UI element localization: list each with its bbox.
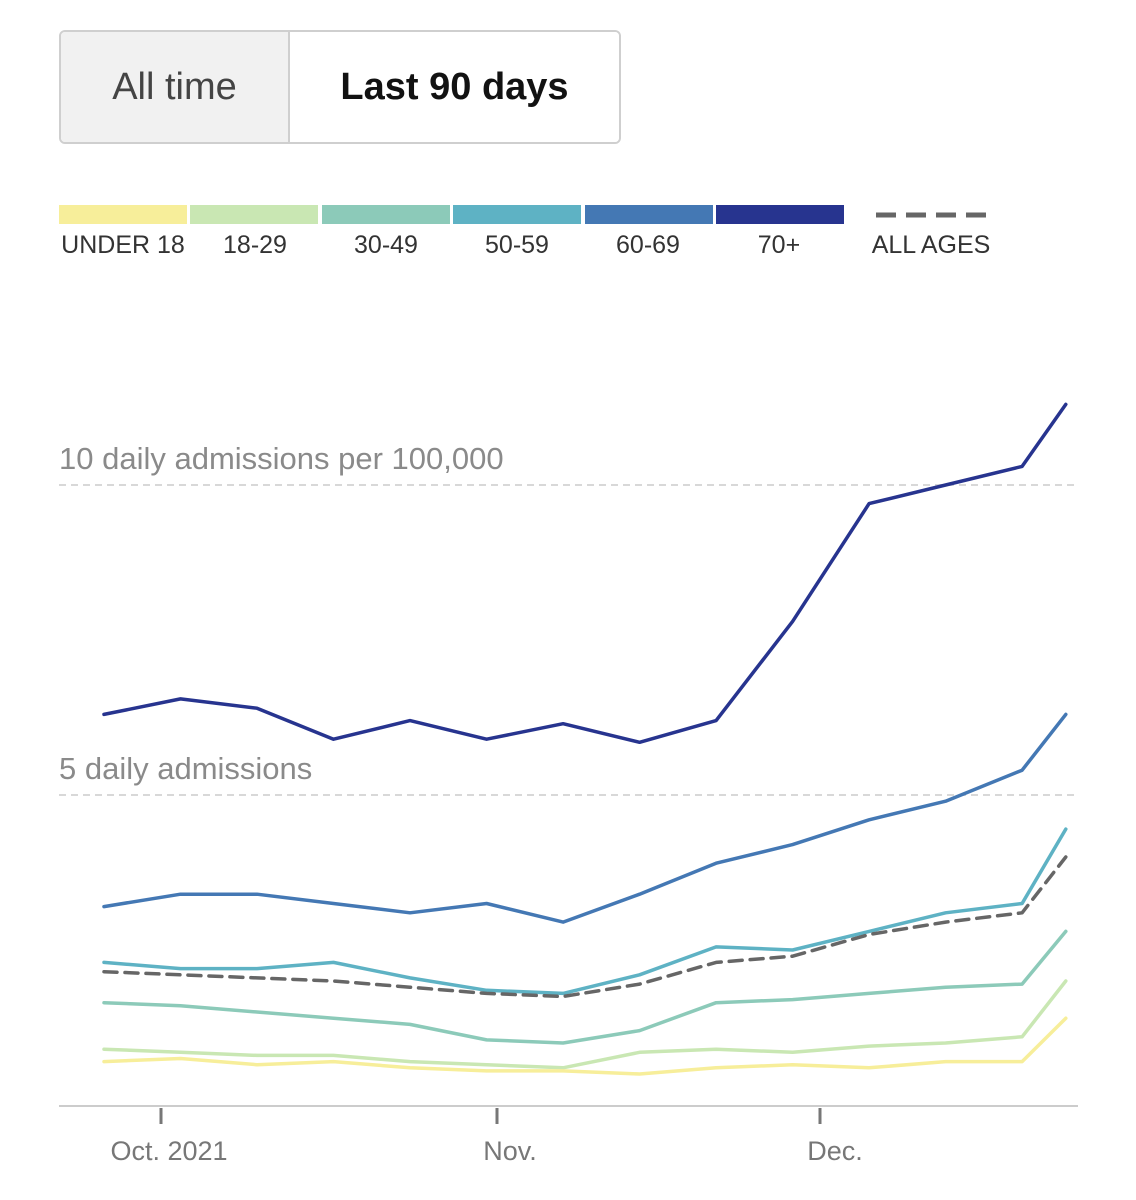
series-line-50-59 <box>102 827 1068 996</box>
legend-label-70: 70+ <box>758 231 800 259</box>
legend-swatch-30-49 <box>322 205 450 224</box>
legend-label-30-49: 30-49 <box>354 231 418 259</box>
x-tick-label-oct-2021: Oct. 2021 <box>110 1136 227 1166</box>
legend-swatch-70 <box>716 205 844 224</box>
legend-label-18-29: 18-29 <box>223 231 287 259</box>
legend-label-under-18: UNDER 18 <box>61 231 185 259</box>
series-line-18-29 <box>102 979 1068 1070</box>
legend-label-60-69: 60-69 <box>616 231 680 259</box>
last-90-days-button[interactable]: Last 90 days <box>290 32 619 142</box>
legend-swatch-60-69 <box>585 205 713 224</box>
legend-swatch-18-29 <box>190 205 318 224</box>
all-time-button[interactable]: All time <box>61 32 290 142</box>
time-range-toggle: All time Last 90 days <box>59 30 621 144</box>
series-line-30-49 <box>102 929 1068 1045</box>
legend-label-all-ages: ALL AGES <box>872 231 991 259</box>
series-line-all-ages <box>102 855 1068 999</box>
gridline-label-10: 10 daily admissions per 100,000 <box>59 441 504 476</box>
legend-swatch-under-18 <box>59 205 187 224</box>
series-line-60-69 <box>102 712 1068 924</box>
gridline-label-5: 5 daily admissions <box>59 751 312 786</box>
series-lines <box>102 402 1068 1076</box>
gridlines: 10 daily admissions per 100,000 5 daily a… <box>59 441 1078 796</box>
x-tick-label-nov: Nov. <box>483 1136 537 1166</box>
x-axis: Oct. 2021 Nov. Dec. <box>59 1105 1078 1166</box>
x-tick-label-dec: Dec. <box>807 1136 863 1166</box>
legend-swatch-50-59 <box>453 205 581 224</box>
series-line-under-18 <box>102 1016 1068 1076</box>
legend: UNDER 18 18-29 30-49 50-59 60-69 70+ ALL AGES <box>59 205 992 259</box>
series-line-70 <box>102 402 1068 745</box>
legend-label-50-59: 50-59 <box>485 231 549 259</box>
